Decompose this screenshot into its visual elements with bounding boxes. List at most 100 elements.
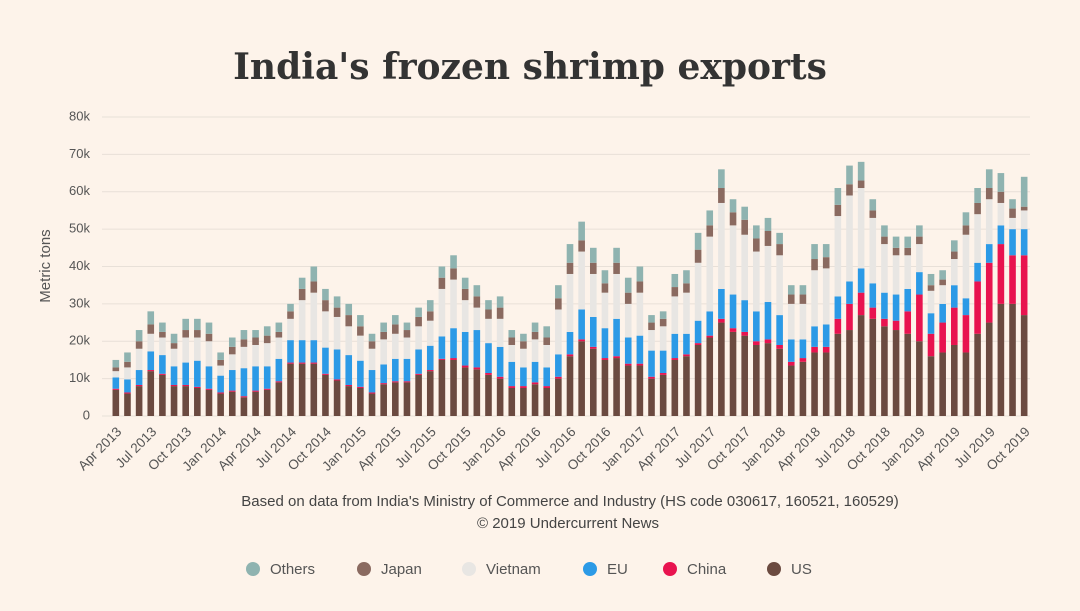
bar-segment [1009, 199, 1016, 209]
bar-segment [811, 244, 818, 260]
bar-segment [939, 303, 946, 323]
bar-segment [578, 339, 585, 342]
bar-segment [985, 199, 993, 245]
bar-segment [520, 386, 527, 388]
bar-segment [252, 391, 259, 416]
legend-label: Others [270, 561, 315, 578]
bar-segment [578, 221, 585, 241]
bar-segment [927, 285, 935, 291]
bar-segment [240, 396, 248, 398]
bar-segment [846, 184, 853, 196]
bar-segment [1020, 210, 1028, 230]
bar-segment [601, 358, 609, 360]
bar-segment [753, 311, 760, 342]
bar-segment [124, 352, 131, 362]
bar-segment [706, 225, 714, 237]
bar-segment [566, 354, 574, 357]
bar-segment [333, 296, 341, 308]
bar-segment [380, 364, 387, 384]
bar-segment [531, 384, 539, 416]
bar-segment [985, 322, 993, 416]
bar-segment [869, 307, 877, 319]
bar-segment [438, 288, 446, 337]
legend-swatch [462, 562, 476, 576]
bar-segment [1009, 303, 1016, 416]
bar-segment [753, 238, 760, 252]
bar-segment [508, 330, 516, 338]
bar-segment [962, 212, 970, 226]
bar-segment [589, 262, 597, 274]
bar-segment [916, 236, 923, 245]
bar-segment [962, 298, 970, 316]
bar-segment [694, 249, 702, 263]
bar-segment [881, 318, 888, 327]
bar-segment [263, 388, 271, 390]
bar-segment [205, 341, 213, 367]
bar-segment [403, 382, 411, 416]
bar-segment [205, 389, 213, 416]
legend-label: China [687, 561, 727, 578]
bar-segment [1009, 208, 1016, 218]
bar-segment [892, 294, 900, 321]
bar-segment [182, 337, 189, 363]
bar-segment [380, 322, 387, 332]
bar-segment [112, 359, 120, 368]
bar-segment [426, 300, 434, 312]
bar-segment [217, 393, 224, 416]
bar-segment [916, 244, 923, 273]
bar-segment [555, 354, 562, 377]
bar-segment [263, 326, 271, 336]
bar-segment [904, 311, 912, 334]
bar-segment [729, 331, 737, 416]
bar-segment [822, 324, 830, 347]
bar-segment [974, 333, 981, 416]
bar-segment [589, 346, 597, 349]
bar-segment [520, 348, 527, 368]
bar-segment [415, 307, 422, 317]
bar-segment [485, 374, 492, 416]
bar-segment [357, 386, 364, 388]
bar-segment [869, 217, 877, 284]
bar-segment [659, 326, 667, 351]
bar-segment [764, 217, 772, 231]
legend-swatch [767, 562, 781, 576]
bar-segment [892, 236, 900, 248]
bar-segment [252, 337, 259, 345]
legend-swatch [663, 562, 677, 576]
bar-segment [857, 268, 865, 293]
bar-segment [1020, 315, 1028, 416]
bar-segment [415, 374, 422, 416]
bar-segment [811, 270, 818, 327]
bar-segment [951, 307, 958, 345]
bar-segment [834, 188, 842, 205]
bar-segment [764, 302, 772, 340]
bar-segment [1009, 229, 1016, 256]
bar-segment [997, 303, 1005, 416]
bar-segment [636, 266, 644, 282]
bar-segment [159, 331, 166, 338]
bar-segment [741, 234, 748, 301]
bar-segment [508, 337, 516, 345]
bar-segment [683, 333, 690, 355]
bar-segment [718, 322, 725, 416]
bar-segment [683, 354, 690, 357]
bar-segment [147, 370, 155, 372]
bar-segment [578, 251, 585, 310]
bar-segment [205, 388, 213, 390]
bar-segment [392, 324, 399, 334]
bar-segment [636, 281, 644, 293]
bar-segment [624, 292, 632, 304]
bar-segment [962, 225, 970, 235]
bar-segment [135, 384, 143, 387]
bar-segment [753, 341, 760, 345]
bar-segment [939, 322, 946, 353]
bar-segment [135, 386, 143, 416]
bar-segment [310, 340, 318, 363]
bar-segment [916, 225, 923, 237]
bar-segment [473, 285, 481, 297]
bar-segment [846, 195, 853, 282]
bar-segment [799, 285, 807, 295]
bar-segment [601, 283, 609, 293]
bar-segment [392, 315, 399, 325]
bar-segment [997, 202, 1005, 226]
